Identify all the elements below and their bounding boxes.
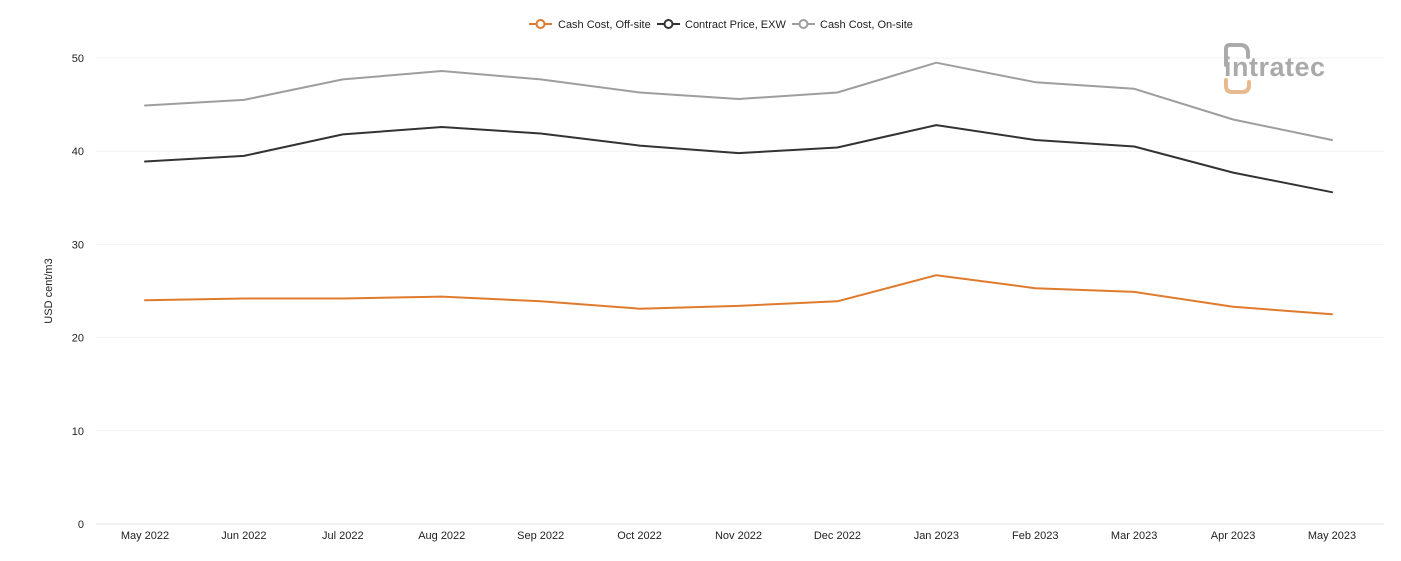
series-line xyxy=(144,274,1333,316)
series-lines xyxy=(144,61,1333,316)
x-tick-label: Mar 2023 xyxy=(1111,530,1157,542)
x-tick-label: Jan 2023 xyxy=(914,530,959,542)
x-tick-label: Dec 2022 xyxy=(814,530,861,542)
y-axis: 0 10 20 30 40 50 xyxy=(72,53,84,531)
x-tick-label: Jun 2022 xyxy=(221,530,266,542)
y-tick-label: 50 xyxy=(72,53,84,65)
x-tick-label: Apr 2023 xyxy=(1211,530,1256,542)
x-tick-label: Jul 2022 xyxy=(322,530,364,542)
y-tick-label: 0 xyxy=(78,519,84,531)
legend-label: Contract Price, EXW xyxy=(685,19,786,31)
y-tick-label: 20 xyxy=(72,333,84,345)
y-tick-label: 40 xyxy=(72,146,84,158)
legend-item[interactable]: Cash Cost, Off-site xyxy=(529,19,651,31)
logo-text: intratec xyxy=(1224,52,1326,82)
series-line xyxy=(144,124,1333,194)
intratec-logo: intratec xyxy=(1224,43,1326,94)
x-tick-label: Aug 2022 xyxy=(418,530,465,542)
x-tick-label: Feb 2023 xyxy=(1012,530,1058,542)
logo-accent-mark xyxy=(1224,78,1251,94)
y-tick-label: 10 xyxy=(72,426,84,438)
logo-arch-mark xyxy=(1224,43,1250,67)
x-axis: May 2022 Jun 2022 Jul 2022 Aug 2022 Sep 2022… xyxy=(121,530,1356,542)
legend-item[interactable]: Contract Price, EXW xyxy=(657,19,786,31)
legend-swatch-marker xyxy=(663,19,674,29)
legend-label: Cash Cost, On-site xyxy=(820,19,913,31)
y-axis-title: USD cent/m3 xyxy=(43,258,55,323)
legend-swatch-marker xyxy=(798,19,809,29)
legend-label: Cash Cost, Off-site xyxy=(558,19,651,31)
x-tick-label: May 2023 xyxy=(1308,530,1356,542)
legend-swatch-marker xyxy=(535,19,546,29)
x-tick-label: May 2022 xyxy=(121,530,169,542)
legend-item[interactable]: Cash Cost, On-site xyxy=(792,19,913,31)
grid-lines xyxy=(96,57,1384,525)
y-tick-label: 30 xyxy=(72,239,84,251)
series-line xyxy=(144,61,1333,141)
x-tick-label: Sep 2022 xyxy=(517,530,564,542)
x-tick-label: Oct 2022 xyxy=(617,530,662,542)
legend[interactable]: Cash Cost, Off-site Contract Price, EXW Ca… xyxy=(529,19,913,31)
x-tick-label: Nov 2022 xyxy=(715,530,762,542)
